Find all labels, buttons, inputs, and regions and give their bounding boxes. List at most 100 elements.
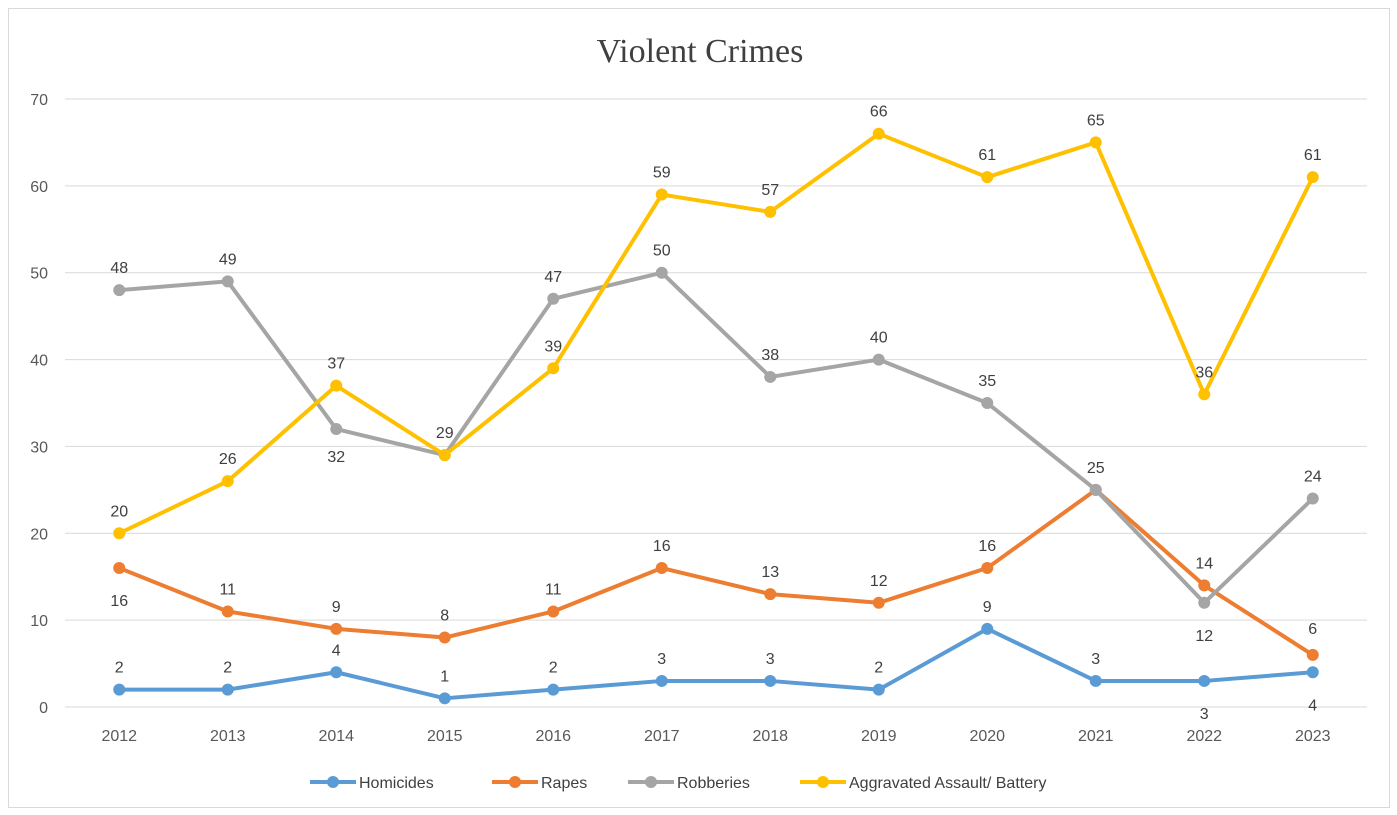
data-label: 29 [436,425,454,442]
data-label: 13 [761,564,779,581]
data-label: 61 [978,147,996,164]
y-tick-label: 40 [30,353,48,370]
legend-swatch-marker [645,776,657,788]
data-label: 49 [219,251,237,268]
data-label: 32 [327,449,345,466]
data-point [113,562,126,575]
y-tick-label: 30 [30,439,48,456]
data-point [113,284,126,297]
legend-label: Rapes [541,775,587,792]
data-point [764,674,777,687]
chart-frame [8,8,1390,808]
x-axis-ticks: 2012 2013 2014 2015 2016 2017 2018 2019 2020 2021… [101,728,1330,745]
legend-item: Aggravated Assault/ Battery [800,775,1046,792]
data-point [438,631,451,644]
y-tick-label: 20 [30,526,48,543]
x-tick-label: 2021 [1078,728,1114,745]
data-point [872,683,885,696]
data-point [438,449,451,462]
x-tick-label: 2022 [1186,728,1222,745]
x-tick-label: 2015 [427,728,463,745]
data-point [1306,666,1319,679]
data-point [872,127,885,140]
data-label: 8 [440,608,449,625]
data-label: 3 [1091,651,1100,668]
data-label: 11 [545,581,562,598]
x-tick-label: 2023 [1295,728,1331,745]
data-label: 24 [1304,469,1322,486]
data-label: 37 [327,356,345,373]
data-label: 16 [653,538,671,555]
data-point [1198,674,1211,687]
data-label: 3 [1200,706,1209,723]
data-point [1198,388,1211,401]
y-tick-label: 0 [39,700,48,717]
data-label: 26 [219,451,237,468]
y-tick-label: 10 [30,613,48,630]
data-point [764,588,777,601]
data-point [655,188,668,201]
x-tick-label: 2012 [101,728,137,745]
data-point [438,692,451,705]
data-point [655,674,668,687]
series-line [118,131,1315,536]
data-label: 9 [983,599,992,616]
data-label: 1 [440,668,449,685]
series-2 [113,266,1319,609]
data-label: 48 [110,260,128,277]
series-0 [113,622,1319,705]
y-axis-ticks: 0 10 20 30 40 50 60 70 [30,92,48,717]
series-1 [113,483,1319,661]
data-label: 16 [110,593,128,610]
x-tick-label: 2019 [861,728,897,745]
series-line [119,270,1315,605]
data-point [981,171,994,184]
legend-item: Rapes [492,775,587,792]
data-point [330,423,343,436]
data-label: 39 [544,338,562,355]
data-label: 59 [653,165,671,182]
legend-swatch-marker [817,776,829,788]
data-label: 4 [1308,697,1317,714]
data-label: 3 [766,651,775,668]
data-label: 25 [1087,460,1105,477]
data-point [113,527,126,540]
data-point [1306,171,1319,184]
x-tick-label: 2017 [644,728,680,745]
data-label: 9 [332,599,341,616]
data-point [1306,492,1319,505]
data-label: 38 [761,347,779,364]
data-point [113,683,126,696]
legend-label: Aggravated Assault/ Battery [849,775,1046,792]
data-point [981,397,994,409]
legend-swatch-marker [327,776,339,788]
x-tick-label: 2013 [210,728,246,745]
data-label: 4 [332,642,341,659]
legend-item: Homicides [310,775,434,792]
data-point [872,353,885,366]
legend-swatch-marker [509,776,521,788]
data-point [981,562,994,575]
data-label: 14 [1195,555,1213,572]
data-point [221,475,234,488]
y-tick-label: 60 [30,179,48,196]
data-point [547,683,560,696]
data-point [547,605,560,618]
data-point [1198,596,1211,609]
data-point [221,683,234,696]
data-label: 16 [978,538,996,555]
y-tick-label: 70 [30,92,48,109]
data-point [547,292,560,305]
data-label: 2 [549,660,558,677]
data-label: 12 [1195,628,1213,645]
data-label: 57 [761,182,779,199]
data-point [221,605,234,618]
data-label: 2 [223,660,232,677]
data-label: 35 [978,373,996,390]
data-point [1089,483,1102,496]
data-label: 12 [870,573,888,590]
legend-item: Robberies [628,775,750,792]
data-point [1198,579,1211,592]
data-point [330,666,343,679]
